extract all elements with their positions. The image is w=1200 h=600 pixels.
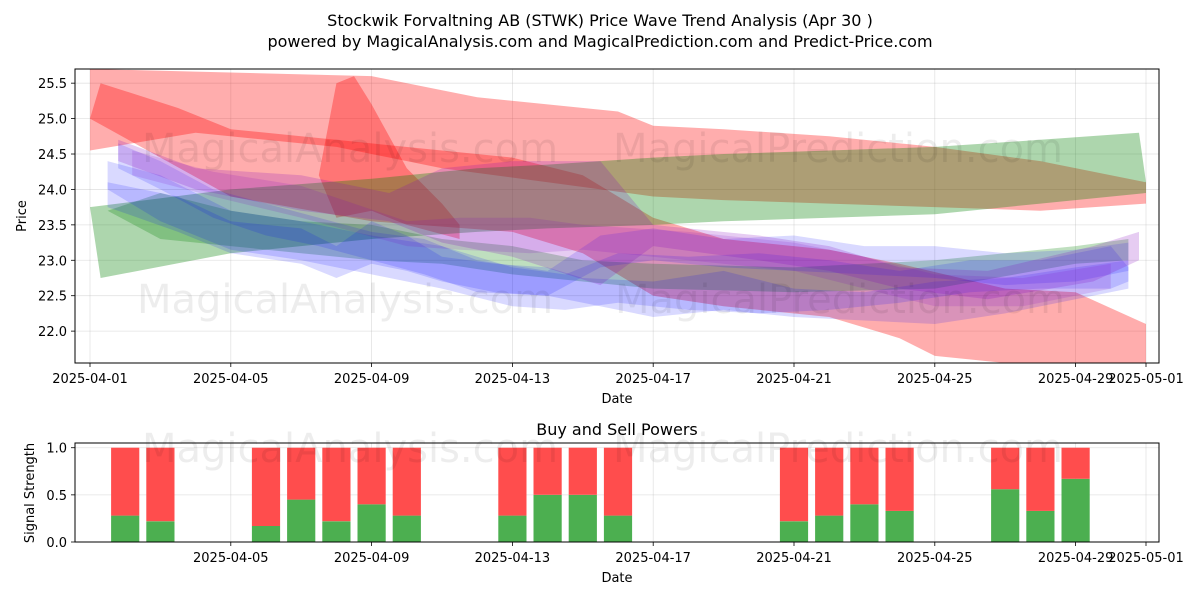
buy-bar bbox=[815, 515, 844, 542]
blue-wave-2 bbox=[118, 143, 1129, 296]
signal-x-tick-label: 2025-05-01 bbox=[1108, 551, 1184, 566]
price-y-tick-label: 25.0 bbox=[38, 113, 67, 128]
red-wave-2 bbox=[90, 83, 1146, 363]
sell-bar bbox=[357, 447, 386, 505]
signal-y-tick-label: 1.0 bbox=[46, 442, 67, 457]
figure-title: Stockwik Forvaltning AB (STWK) Price Wav… bbox=[327, 11, 873, 30]
signal-bars bbox=[111, 447, 1090, 542]
sell-bar bbox=[498, 447, 527, 516]
figure-subtitle: powered by MagicalAnalysis.com and Magic… bbox=[267, 32, 932, 51]
buy-bar bbox=[251, 526, 281, 542]
buy-bar bbox=[885, 510, 914, 542]
price-y-label: Price bbox=[15, 200, 30, 232]
signal-x-tick-label: 2025-04-17 bbox=[615, 551, 691, 566]
red-wave-1 bbox=[90, 69, 1146, 211]
sell-bar bbox=[1061, 447, 1090, 479]
signal-y-tick-label: 0.0 bbox=[46, 536, 67, 551]
signal-axes-frame bbox=[74, 442, 1160, 543]
sell-bar bbox=[779, 447, 809, 522]
price-grid bbox=[75, 69, 1159, 363]
green-wave-1 bbox=[90, 132, 1146, 278]
price-x-tick-label: 2025-04-05 bbox=[193, 372, 269, 387]
signal-x-tick-label: 2025-04-29 bbox=[1038, 551, 1114, 566]
price-x-tick-label: 2025-04-01 bbox=[52, 372, 128, 387]
price-y-tick-label: 24.0 bbox=[38, 183, 67, 198]
signal-y-label: Signal Strength bbox=[23, 443, 38, 543]
signal-watermarks: MagicalAnalysis.com MagicalPrediction.co… bbox=[142, 426, 1063, 472]
price-x-tick-label: 2025-04-29 bbox=[1038, 372, 1114, 387]
blue-wave-1 bbox=[107, 161, 1129, 314]
sell-bar bbox=[322, 447, 351, 522]
price-x-tick-label: 2025-05-01 bbox=[1108, 372, 1184, 387]
watermark-prediction-mid: MagicalPrediction.com bbox=[615, 277, 1065, 323]
price-y-tick-label: 22.0 bbox=[38, 325, 67, 340]
sell-bar bbox=[251, 447, 281, 526]
price-y-tick-label: 23.0 bbox=[38, 254, 67, 269]
signal-x-tick-label: 2025-04-09 bbox=[334, 551, 410, 566]
buy-bar bbox=[850, 504, 879, 542]
buy-bar bbox=[1061, 478, 1090, 542]
watermark-prediction-bottom: MagicalPrediction.com bbox=[613, 426, 1063, 472]
price-x-label: Date bbox=[601, 392, 632, 407]
watermark-analysis-bottom: MagicalAnalysis.com bbox=[142, 426, 558, 472]
price-x-tick-label: 2025-04-17 bbox=[615, 372, 691, 387]
sell-bar bbox=[815, 447, 844, 516]
price-waves bbox=[90, 69, 1146, 363]
price-axis-ticks: 2025-04-01 2025-04-05 2025-04-09 2025-04-13… bbox=[38, 77, 1184, 387]
price-y-tick-label: 23.5 bbox=[38, 219, 67, 234]
buy-bar bbox=[146, 521, 175, 542]
sell-bar bbox=[533, 447, 562, 495]
sell-bar bbox=[1026, 447, 1055, 511]
buy-bar bbox=[357, 504, 386, 542]
price-axes-frame bbox=[74, 68, 1160, 364]
sell-bar bbox=[850, 447, 879, 505]
signal-x-tick-label: 2025-04-13 bbox=[475, 551, 551, 566]
price-x-tick-label: 2025-04-21 bbox=[756, 372, 832, 387]
purple-wave-1 bbox=[118, 139, 1139, 300]
watermark-prediction-top: MagicalPrediction.com bbox=[613, 126, 1063, 172]
buy-bar bbox=[991, 489, 1020, 542]
buy-bar bbox=[111, 515, 140, 542]
price-x-tick-label: 2025-04-09 bbox=[334, 372, 410, 387]
price-y-tick-label: 22.5 bbox=[38, 290, 67, 305]
signal-axis-ticks: 2025-04-05 2025-04-09 2025-04-13 2025-04-17… bbox=[46, 442, 1183, 566]
price-watermarks: MagicalAnalysis.com MagicalPrediction.co… bbox=[137, 126, 1065, 323]
buy-bar bbox=[533, 494, 562, 542]
green-wave-2 bbox=[107, 193, 1129, 293]
buy-bar bbox=[1026, 510, 1055, 542]
sell-bar bbox=[991, 447, 1020, 490]
signal-title: Buy and Sell Powers bbox=[536, 420, 698, 439]
price-x-tick-label: 2025-04-13 bbox=[475, 372, 551, 387]
signal-x-tick-label: 2025-04-25 bbox=[897, 551, 973, 566]
sell-bar bbox=[146, 447, 175, 522]
signal-x-tick-label: 2025-04-05 bbox=[193, 551, 269, 566]
signal-y-tick-label: 0.5 bbox=[46, 489, 67, 504]
price-y-tick-label: 25.5 bbox=[38, 77, 67, 92]
sell-bar bbox=[392, 447, 421, 516]
buy-bar bbox=[603, 515, 633, 542]
red-wave-3 bbox=[318, 76, 460, 239]
signal-x-label: Date bbox=[601, 571, 632, 586]
watermark-analysis-top: MagicalAnalysis.com bbox=[142, 126, 558, 172]
sell-bar bbox=[885, 447, 914, 511]
purple-wave-2 bbox=[132, 150, 1111, 307]
watermark-analysis-mid: MagicalAnalysis.com bbox=[137, 277, 553, 323]
price-y-tick-label: 24.5 bbox=[38, 148, 67, 163]
buy-bar bbox=[498, 515, 527, 542]
buy-bar bbox=[287, 499, 316, 542]
blue-wave-3 bbox=[107, 182, 1129, 324]
sell-bar bbox=[603, 447, 633, 516]
sell-bar bbox=[568, 447, 597, 495]
buy-bar bbox=[322, 521, 351, 542]
signal-x-tick-label: 2025-04-21 bbox=[756, 551, 832, 566]
buy-bar bbox=[779, 521, 809, 542]
buy-bar bbox=[392, 515, 421, 542]
buy-bar bbox=[568, 494, 597, 542]
sell-bar bbox=[111, 447, 140, 516]
price-x-tick-label: 2025-04-25 bbox=[897, 372, 973, 387]
sell-bar bbox=[287, 447, 316, 500]
